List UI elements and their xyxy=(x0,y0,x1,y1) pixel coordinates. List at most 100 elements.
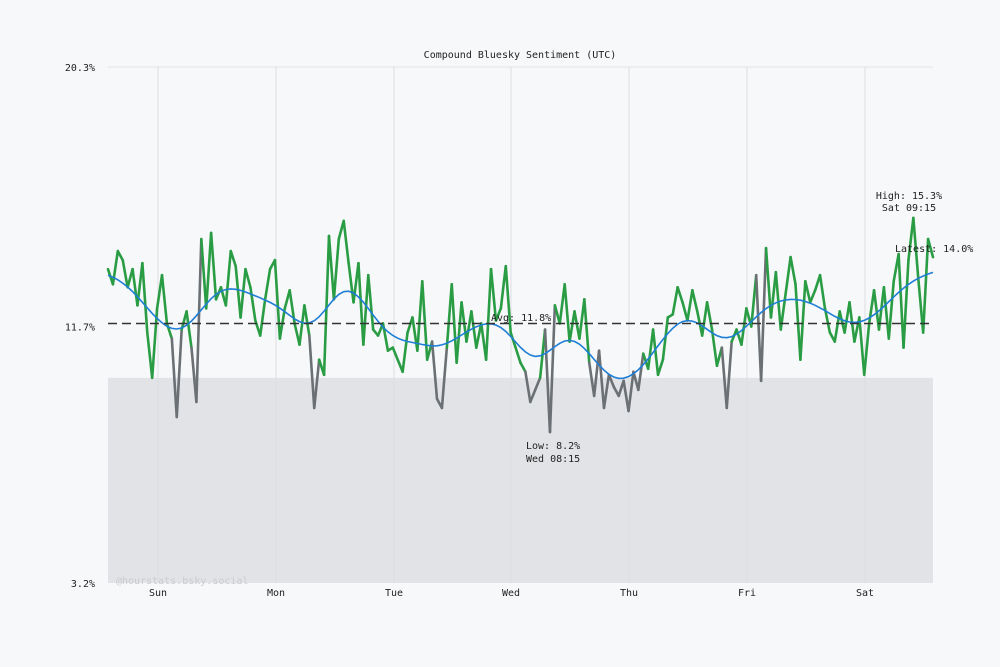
watermark: @hourstats.bsky.social xyxy=(116,576,248,587)
sentiment-segment xyxy=(342,219,350,265)
sentiment-segment xyxy=(440,346,449,410)
sentiment-segment xyxy=(833,310,841,343)
y-tick-label: 11.7% xyxy=(65,323,95,334)
sentiment-segment xyxy=(858,316,866,377)
sentiment-segment xyxy=(357,261,365,346)
avg-annotation: Avg: 11.8% xyxy=(491,313,551,324)
sentiment-segment xyxy=(592,349,601,398)
sentiment-segment xyxy=(573,310,581,340)
sentiment-segment xyxy=(607,373,616,389)
sentiment-segment xyxy=(902,258,910,349)
sentiment-segment xyxy=(160,273,169,325)
sentiment-segment xyxy=(450,282,458,365)
x-tick-label: Sat xyxy=(856,588,874,599)
sentiment-segment xyxy=(808,288,817,304)
sentiment-segment xyxy=(460,301,468,343)
sentiment-segment xyxy=(887,279,896,340)
y-tick-label: 3.2% xyxy=(71,579,95,590)
sentiment-segment xyxy=(789,255,797,286)
x-tick-label: Fri xyxy=(738,588,756,599)
sentiment-segment xyxy=(465,310,473,343)
sentiment-segment xyxy=(455,301,463,365)
sentiment-segment xyxy=(514,346,522,365)
x-tick-label: Mon xyxy=(267,588,285,599)
sentiment-segment xyxy=(484,267,493,362)
sentiment-segment xyxy=(568,310,576,343)
sentiment-segment xyxy=(204,231,213,310)
sentiment-segment xyxy=(691,288,699,313)
x-tick-label: Sun xyxy=(149,588,167,599)
sentiment-segment xyxy=(862,322,871,377)
shaded-low-band xyxy=(108,377,933,583)
sentiment-segment xyxy=(622,379,630,413)
sentiment-segment xyxy=(416,279,424,352)
sentiment-segment xyxy=(843,301,851,334)
sentiment-segment xyxy=(141,261,149,334)
sentiment-segment xyxy=(224,249,233,307)
sentiment-segment xyxy=(774,270,783,331)
sentiment-segment xyxy=(150,307,159,380)
sentiment-segment xyxy=(111,249,120,286)
moving-average-line xyxy=(107,271,934,380)
sentiment-segment xyxy=(249,285,257,322)
sentiment-segment xyxy=(725,340,733,410)
sentiment-segment xyxy=(578,298,586,340)
sentiment-segment xyxy=(244,267,252,289)
sentiment-segment xyxy=(420,279,429,362)
sentiment-segment xyxy=(327,234,336,301)
x-tick-label: Wed xyxy=(502,588,520,599)
sentiment-segment xyxy=(627,370,635,413)
sentiment-segment xyxy=(769,270,778,319)
sentiment-segment xyxy=(391,346,400,362)
y-axis: 20.3% 11.7% 3.2% xyxy=(65,63,95,590)
sentiment-segment xyxy=(838,310,846,334)
sentiment-segment xyxy=(401,331,409,374)
sentiment-segment xyxy=(195,237,203,404)
high-annotation-time: Sat 09:15 xyxy=(882,203,936,214)
sentiment-segment xyxy=(131,267,139,307)
sentiment-segment xyxy=(273,258,282,340)
sentiment-segment xyxy=(656,358,665,377)
sentiment-segment xyxy=(303,304,311,337)
sentiment-segment xyxy=(258,298,267,337)
sentiment-segment xyxy=(543,328,552,434)
high-annotation-value: High: 15.3% xyxy=(876,191,942,202)
sentiment-segment xyxy=(362,273,370,346)
sentiment-segment xyxy=(686,288,694,322)
sentiment-segment xyxy=(170,337,179,419)
sentiment-segment xyxy=(445,282,454,349)
sentiment-segment xyxy=(470,310,478,349)
sentiment-segment xyxy=(646,328,655,371)
sentiment-segment xyxy=(312,358,321,410)
sentiment-segment xyxy=(754,273,763,383)
sentiment-segment xyxy=(907,216,915,262)
sentiment-segment xyxy=(332,237,341,301)
sentiment-segment xyxy=(882,285,891,340)
sentiment-segment xyxy=(651,328,660,377)
chart-title: Compound Bluesky Sentiment (UTC) xyxy=(424,50,617,61)
sentiment-segment xyxy=(784,255,792,295)
sentiment-segment xyxy=(499,264,508,310)
sentiment-segment xyxy=(912,216,920,280)
x-tick-label: Tue xyxy=(385,588,403,599)
sentiment-segment xyxy=(602,373,611,410)
sentiment-segment xyxy=(558,282,566,325)
sentiment-segment xyxy=(710,328,719,368)
sentiment-segment xyxy=(322,234,331,377)
sentiment-segment xyxy=(661,316,670,362)
sentiment-segment xyxy=(823,307,832,334)
sentiment-segment xyxy=(263,267,272,301)
x-tick-label: Thu xyxy=(620,588,638,599)
sentiment-series xyxy=(106,216,935,434)
sentiment-segment xyxy=(921,237,930,334)
sentiment-segment xyxy=(430,340,439,401)
sentiment-segment xyxy=(597,349,606,410)
sentiment-segment xyxy=(563,282,571,343)
sentiment-segment xyxy=(121,258,129,289)
sentiment-segment xyxy=(529,388,537,404)
sentiment-segment xyxy=(524,370,532,404)
sentiment-segment xyxy=(209,231,218,301)
sentiment-segment xyxy=(489,267,498,322)
sentiment-segment xyxy=(794,282,802,362)
